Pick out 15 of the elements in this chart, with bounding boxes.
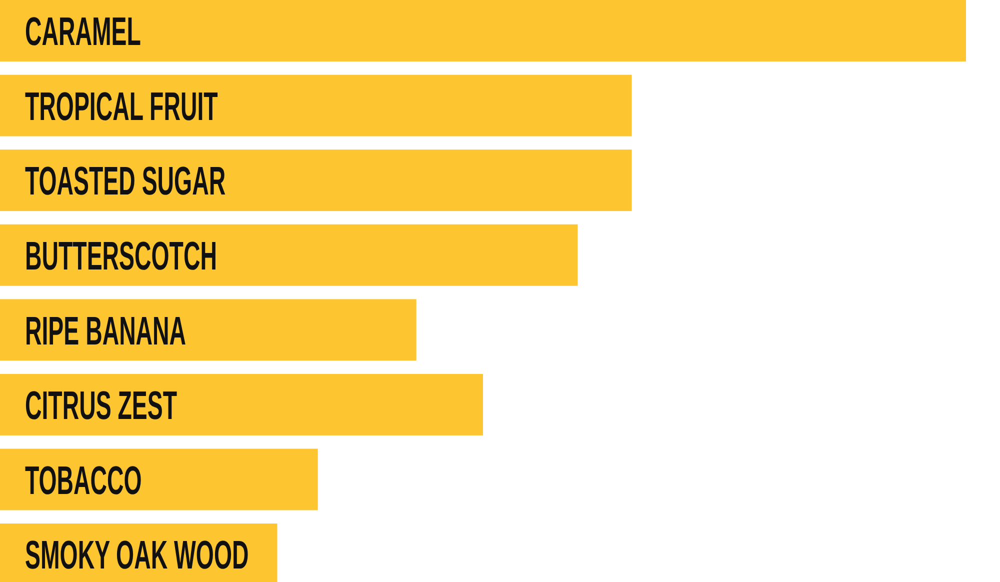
y-tick-label: TOASTED SUGAR <box>25 158 226 204</box>
bar <box>0 0 966 62</box>
y-tick-label: TOBACCO <box>25 457 142 502</box>
bar <box>0 150 632 212</box>
bar <box>0 74 632 136</box>
y-tick-label: CARAMEL <box>25 8 141 54</box>
bar <box>0 374 483 436</box>
y-tick-label: BUTTERSCOTCH <box>25 232 217 278</box>
y-tick-label: CITRUS ZEST <box>25 382 178 428</box>
y-tick-label: SMOKY OAK WOOD <box>25 532 249 578</box>
y-tick-label: TROPICAL FRUIT <box>25 83 218 128</box>
bar <box>0 448 318 510</box>
bar <box>0 224 578 286</box>
bar <box>0 299 416 361</box>
y-tick-label: RIPE BANANA <box>25 308 186 353</box>
